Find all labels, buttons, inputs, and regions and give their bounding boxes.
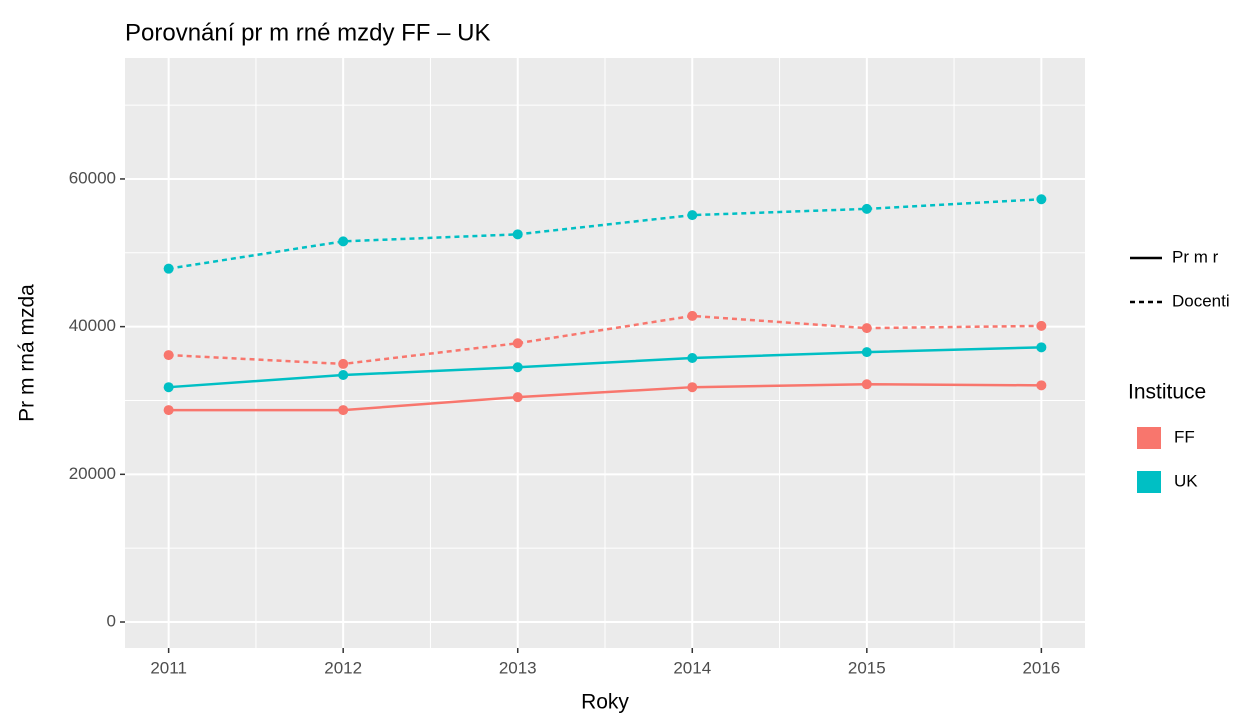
legend-label: FF [1174,427,1195,446]
legend-key [1137,427,1161,449]
data-point [1036,380,1047,391]
data-point [861,203,872,214]
data-point [861,323,872,334]
data-point [687,210,698,221]
data-point [163,263,174,274]
chart-title: Porovnání pr m rné mzdy FF – UK [125,19,490,46]
data-point [512,392,523,403]
x-axis-label: Roky [581,691,629,714]
data-point [163,405,174,416]
data-point [512,338,523,349]
data-point [687,353,698,364]
data-point [512,229,523,240]
x-tick-label: 2013 [499,658,537,677]
data-point [338,405,349,416]
data-point [338,358,349,369]
y-tick-label: 60000 [69,168,116,187]
data-point [1036,194,1047,205]
series-line [168,198,1042,270]
data-point [163,382,174,393]
legend-label: Pr m r [1172,247,1219,266]
data-point [687,382,698,393]
data-point [338,370,349,381]
legend-label: Docenti [1172,291,1230,310]
data-point [687,310,698,321]
x-tick-label: 2012 [324,658,362,677]
series-line [168,314,1042,366]
y-tick-label: 0 [107,611,116,630]
legend-title: Instituce [1128,381,1206,404]
x-tick-label: 2015 [848,658,886,677]
series-line [168,382,1042,412]
x-tick-label: 2014 [673,658,711,677]
y-tick-label: 40000 [69,316,116,335]
x-tick-label: 2016 [1022,658,1060,677]
data-point [861,379,872,390]
legend-key [1137,471,1161,493]
data-point [512,362,523,373]
x-tick-label: 2011 [150,658,187,677]
y-axis-label: Pr m rná mzda [16,284,39,422]
data-point [1036,342,1047,353]
data-point [1036,320,1047,331]
data-point [861,347,872,358]
data-point [163,350,174,361]
data-point [338,236,349,247]
series-line [168,346,1042,389]
legend-label: UK [1174,471,1198,490]
y-tick-label: 20000 [69,464,116,483]
